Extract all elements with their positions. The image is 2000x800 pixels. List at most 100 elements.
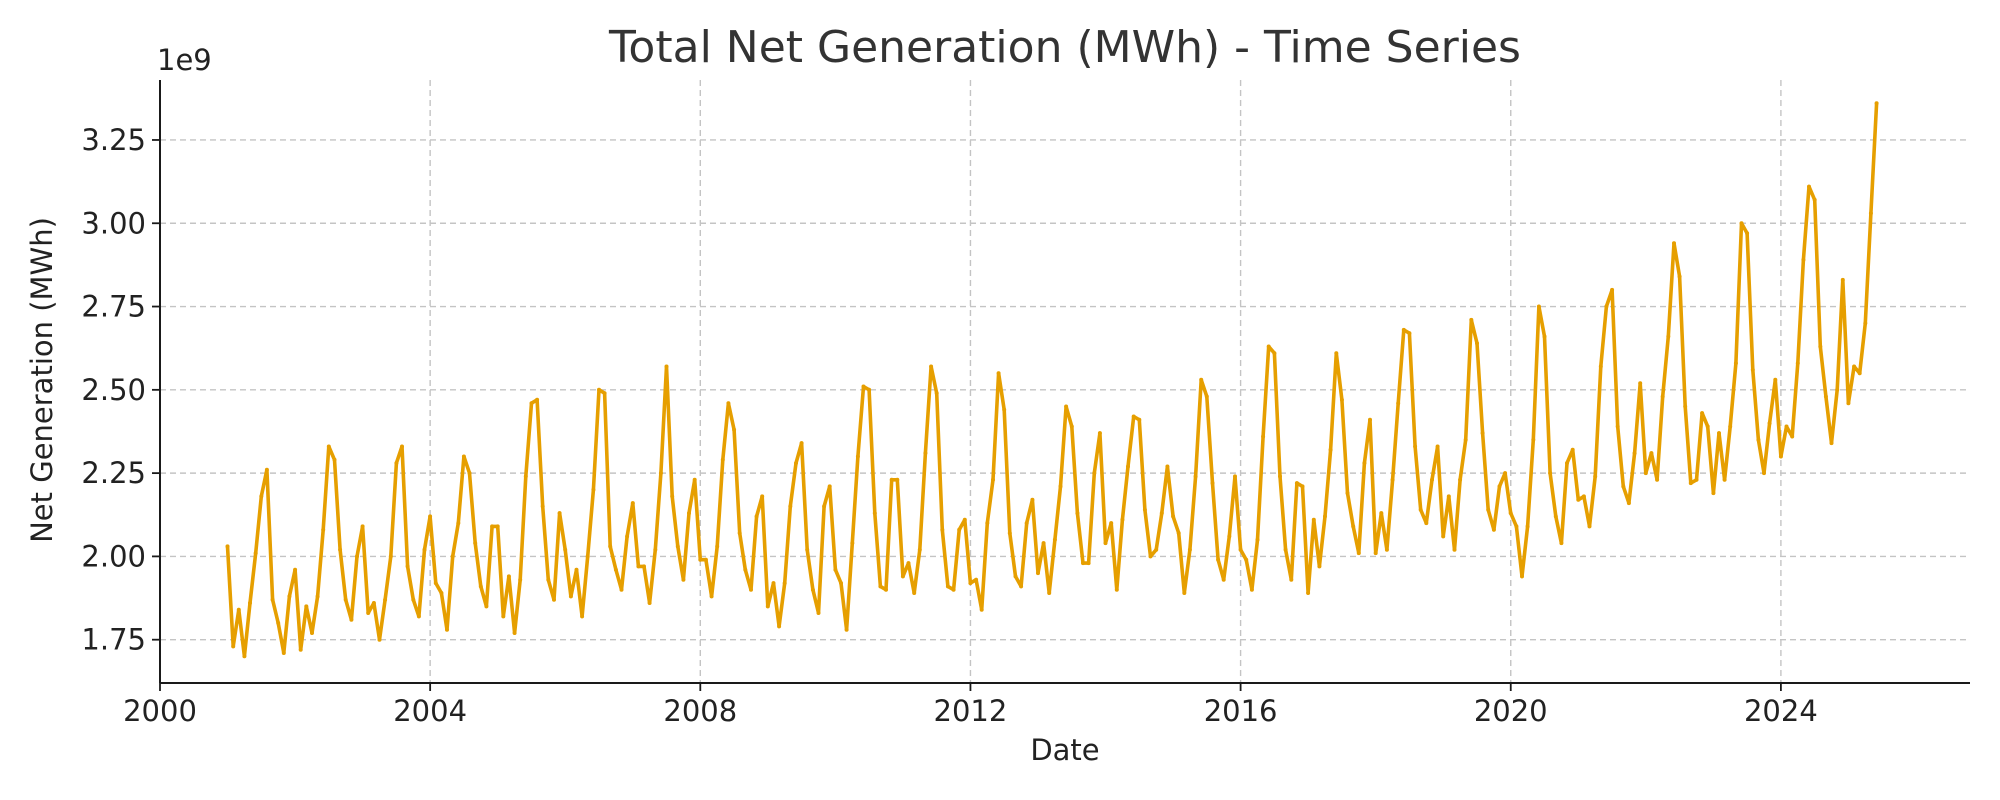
data-point <box>1013 574 1018 579</box>
data-point <box>1790 434 1795 439</box>
data-point <box>1171 514 1176 519</box>
data-point <box>1002 407 1007 412</box>
data-point <box>1272 351 1277 356</box>
x-tick-label: 2008 <box>663 694 737 728</box>
data-point <box>1565 461 1569 466</box>
data-point <box>1593 474 1598 479</box>
data-point <box>1694 477 1699 482</box>
data-point <box>1469 317 1474 322</box>
data-point <box>495 524 500 529</box>
data-point <box>777 624 782 629</box>
data-point <box>360 524 365 529</box>
data-point <box>613 567 618 572</box>
data-point <box>788 504 793 509</box>
data-point <box>1238 547 1243 552</box>
data-point <box>1255 537 1260 542</box>
data-point <box>456 521 461 526</box>
data-point <box>1762 471 1766 476</box>
data-point <box>1064 404 1069 409</box>
data-point <box>912 591 917 595</box>
x-tick-label: 2012 <box>934 694 1008 728</box>
data-point <box>1362 461 1367 466</box>
data-point <box>490 524 495 529</box>
data-point <box>1126 464 1130 469</box>
data-point <box>929 364 934 369</box>
data-point <box>782 581 787 586</box>
data-point <box>433 581 438 586</box>
data-point <box>974 577 979 582</box>
data-point <box>1356 551 1361 556</box>
data-point <box>1649 451 1654 456</box>
data-point <box>405 564 410 569</box>
data-point <box>383 597 388 602</box>
data-point <box>349 617 354 622</box>
data-point <box>343 597 348 602</box>
data-point <box>1199 377 1204 382</box>
data-point <box>400 444 404 449</box>
data-point <box>1373 551 1378 556</box>
data-point <box>1857 371 1862 376</box>
data-point <box>1778 454 1783 459</box>
data-point <box>1047 591 1052 595</box>
data-point <box>1384 547 1389 552</box>
data-point <box>591 487 596 492</box>
data-point <box>1835 387 1840 392</box>
data-point <box>1311 517 1316 522</box>
y-tick-label: 2.25 <box>81 456 146 490</box>
data-point <box>1131 414 1136 419</box>
data-point <box>1041 541 1046 546</box>
data-point <box>501 614 506 619</box>
data-point <box>1120 517 1125 522</box>
data-point <box>1424 521 1429 526</box>
axes <box>159 80 1970 684</box>
data-point <box>743 567 748 572</box>
data-point <box>1604 304 1609 309</box>
data-point <box>760 494 765 499</box>
data-point <box>1092 471 1097 476</box>
data-point <box>839 581 843 586</box>
data-point <box>1345 491 1350 496</box>
data-point <box>1407 331 1412 336</box>
data-point <box>630 501 635 506</box>
grid <box>159 80 1970 683</box>
y-axis-label: Net Generation (MWh) <box>25 217 59 543</box>
data-point <box>940 527 945 532</box>
data-point <box>850 541 855 546</box>
data-point <box>658 471 663 476</box>
data-point <box>1610 287 1615 292</box>
data-point <box>1812 197 1817 202</box>
data-point <box>253 551 258 556</box>
y-tick-label: 1.75 <box>81 623 146 657</box>
y-tick-label: 3.25 <box>81 123 146 157</box>
data-point <box>506 574 511 579</box>
data-point <box>597 387 601 392</box>
data-point <box>1536 304 1541 309</box>
x-tick-label: 2000 <box>123 694 197 728</box>
data-point <box>1216 557 1221 562</box>
data-point <box>653 547 658 552</box>
data-point <box>715 544 720 549</box>
data-point <box>1137 417 1142 422</box>
x-tick-label: 2024 <box>1744 694 1818 728</box>
data-point <box>310 631 314 635</box>
data-point <box>1109 521 1114 526</box>
data-point <box>1182 591 1187 595</box>
data-point <box>1007 531 1012 536</box>
data-point <box>1030 497 1035 502</box>
data-point <box>957 527 962 532</box>
y-tick-label: 3.00 <box>81 206 146 240</box>
data-point <box>326 444 331 449</box>
x-axis-label: Date <box>1030 733 1099 767</box>
data-point <box>1773 377 1778 382</box>
data-point <box>1283 547 1288 552</box>
data-point <box>1598 364 1603 369</box>
data-point <box>703 557 708 562</box>
data-point <box>855 454 860 459</box>
data-point <box>388 554 393 559</box>
data-point <box>1024 521 1029 526</box>
data-point <box>889 477 894 482</box>
data-point <box>1525 524 1530 529</box>
data-point <box>1531 437 1536 442</box>
data-point <box>1413 444 1418 449</box>
data-point <box>968 581 973 586</box>
